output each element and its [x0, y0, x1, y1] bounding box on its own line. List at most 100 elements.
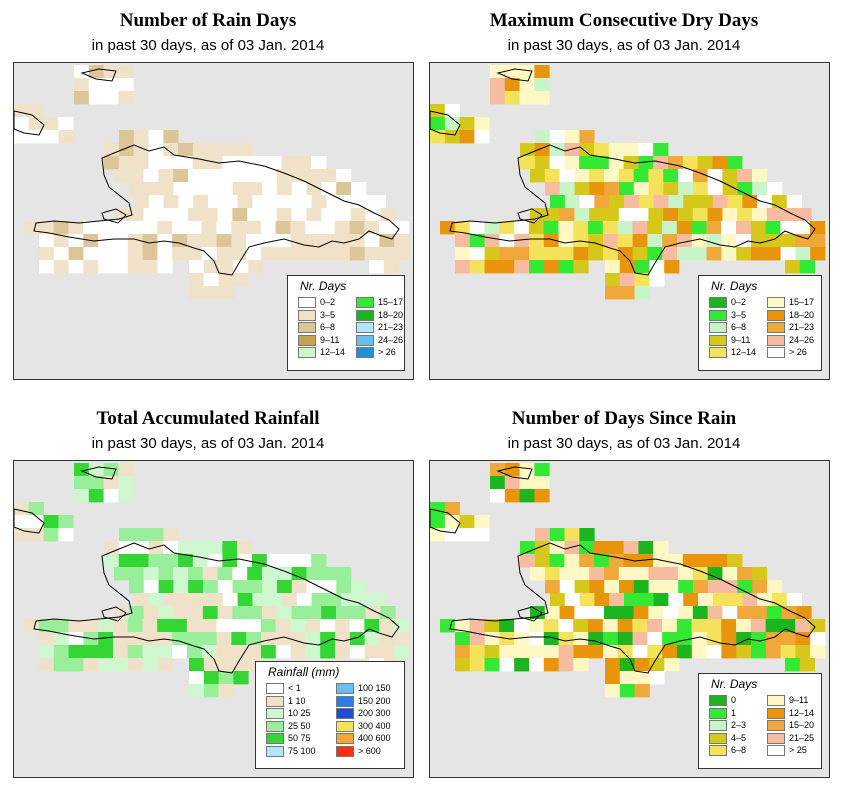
grid-cell [43, 515, 59, 529]
grid-cell [752, 580, 768, 594]
grid-cell [662, 645, 678, 659]
grid-cell [647, 221, 663, 235]
grid-cell [608, 156, 624, 170]
grid-cell [222, 554, 238, 568]
grid-cell [98, 645, 114, 659]
grid-cell [276, 208, 292, 222]
grid-cell [103, 463, 119, 477]
grid-cell [189, 273, 205, 287]
grid-cell [231, 234, 247, 248]
grid-cell [455, 632, 471, 646]
grid-cell [178, 593, 194, 607]
grid-cell [459, 528, 475, 542]
grid-cell [727, 593, 743, 607]
grid-cell [53, 658, 69, 672]
grid-cell [98, 658, 114, 672]
grid-cell [663, 208, 679, 222]
grid-cell [742, 195, 758, 209]
grid-cell [142, 247, 158, 261]
grid-cell [112, 221, 128, 235]
grid-cell [246, 619, 262, 633]
legend-label: 9–11 [320, 334, 340, 345]
grid-cell [722, 580, 738, 594]
grid-cell [232, 208, 248, 222]
grid-cell [252, 156, 268, 170]
grid-cell [218, 286, 234, 300]
grid-cell [706, 247, 722, 261]
grid-cell [697, 156, 713, 170]
legend-label: 10 25 [288, 708, 311, 718]
grid-cell [320, 619, 336, 633]
grid-cell [682, 156, 698, 170]
grid-cell [444, 502, 460, 516]
grid-cell [617, 632, 633, 646]
grid-cell [158, 567, 174, 581]
grid-cell [267, 593, 283, 607]
grid-cell [114, 567, 130, 581]
grid-cell [39, 658, 55, 672]
grid-cell [349, 619, 365, 633]
grid-cell [727, 156, 743, 170]
legend-swatch [336, 733, 354, 744]
grid-cell [530, 169, 546, 183]
grid-cell [633, 580, 649, 594]
grid-cell [296, 156, 312, 170]
grid-cell [721, 247, 737, 261]
grid-cell [246, 221, 262, 235]
grid-cell [74, 65, 90, 79]
grid-cell [320, 632, 336, 646]
legend-swatch [709, 347, 727, 358]
grid-cell [649, 658, 665, 672]
grid-cell [114, 208, 130, 222]
grid-cell [534, 463, 550, 477]
grid-cell [14, 104, 30, 118]
grid-cell [113, 645, 129, 659]
grid-cell [647, 619, 663, 633]
grid-cell [237, 156, 253, 170]
grid-cell [736, 234, 752, 248]
grid-cell [520, 554, 536, 568]
grid-cell [691, 247, 707, 261]
legend-title: Nr. Days [711, 279, 758, 293]
grid-cell [603, 645, 619, 659]
grid-cell [632, 221, 648, 235]
grid-cell [379, 645, 395, 659]
grid-cell [351, 580, 367, 594]
grid-cell [232, 567, 248, 581]
grid-cell [217, 169, 233, 183]
legend-label: 12–14 [731, 347, 757, 357]
grid-cell [38, 619, 54, 633]
legend-label: 3–5 [320, 309, 336, 320]
grid-cell [14, 515, 30, 529]
grid-cell [276, 606, 292, 620]
grid-cell [218, 273, 234, 287]
grid-cell [574, 208, 590, 222]
grid-cell [379, 234, 395, 248]
grid-cell [217, 208, 233, 222]
grid-cell [706, 234, 722, 248]
grid-cell [118, 463, 134, 477]
island-outline [449, 144, 816, 276]
grid-cell [519, 65, 535, 79]
grid-cell [276, 567, 292, 581]
grid-cell [290, 645, 306, 659]
grid-cell [173, 580, 189, 594]
grid-cell [677, 645, 693, 659]
grid-cell [172, 247, 188, 261]
legend-label: 12–14 [320, 347, 346, 357]
grid-cell [609, 593, 625, 607]
grid-cell [504, 476, 520, 490]
grid-cell [664, 658, 680, 672]
legend-swatch [266, 695, 284, 707]
grid-cell [490, 476, 506, 490]
grid-cell [678, 606, 694, 620]
grid-cell [53, 260, 69, 274]
grid-cell [113, 260, 129, 274]
grid-cell [573, 260, 589, 274]
grid-cell [543, 619, 559, 633]
grid-cell [751, 247, 767, 261]
grid-cell [290, 632, 306, 646]
grid-cell [118, 156, 134, 170]
grid-cell [222, 195, 238, 209]
grid-cell [499, 260, 515, 274]
